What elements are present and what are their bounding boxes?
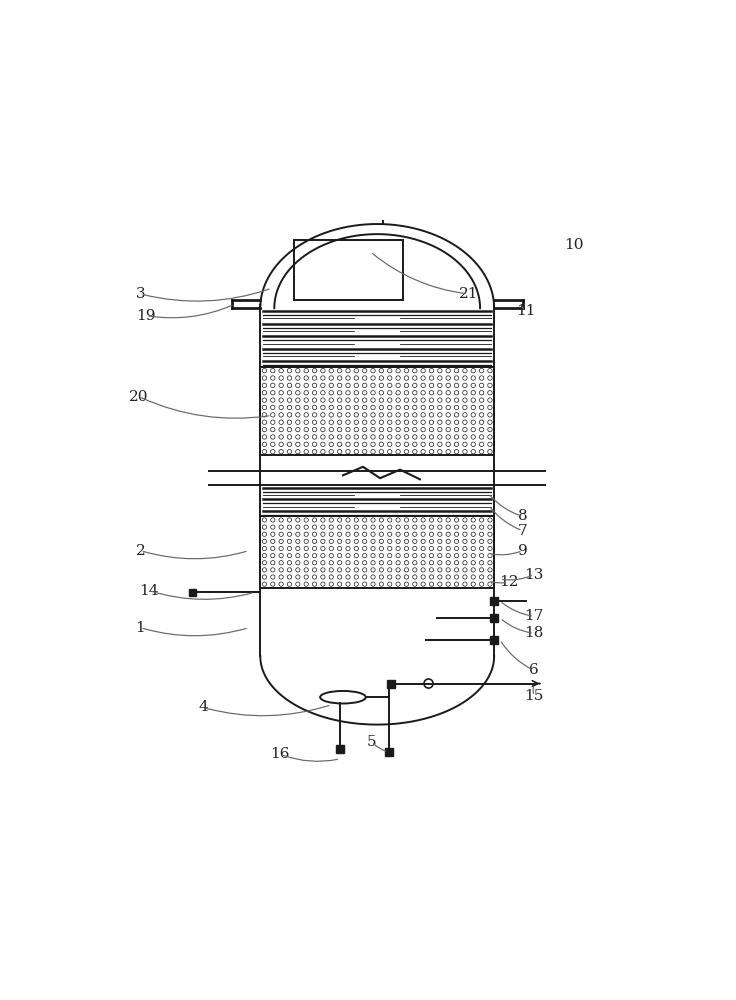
Text: 13: 13 bbox=[524, 568, 544, 582]
Bar bbox=[387, 680, 395, 688]
Bar bbox=[450, 196, 464, 209]
Bar bbox=[294, 240, 403, 300]
Text: 18: 18 bbox=[524, 626, 544, 640]
Text: 4: 4 bbox=[199, 700, 208, 714]
Text: 20: 20 bbox=[129, 390, 149, 404]
Text: 8: 8 bbox=[518, 509, 528, 523]
Text: 9: 9 bbox=[518, 544, 528, 558]
Text: 19: 19 bbox=[136, 309, 156, 323]
Text: 12: 12 bbox=[499, 575, 518, 589]
Text: 5: 5 bbox=[367, 735, 376, 749]
Text: 10: 10 bbox=[565, 238, 584, 252]
Bar bbox=[490, 597, 498, 605]
Text: 3: 3 bbox=[135, 287, 145, 301]
Text: 11: 11 bbox=[516, 304, 535, 318]
Bar bbox=[490, 614, 498, 622]
Text: 17: 17 bbox=[524, 609, 544, 623]
Bar bbox=[189, 589, 197, 596]
Bar bbox=[385, 748, 392, 756]
Text: 21: 21 bbox=[459, 287, 478, 301]
Text: 15: 15 bbox=[524, 689, 544, 703]
Bar bbox=[336, 745, 344, 753]
Bar bbox=[490, 636, 498, 644]
Text: 14: 14 bbox=[139, 584, 159, 598]
Bar bbox=[261, 516, 494, 588]
Text: 2: 2 bbox=[135, 544, 145, 558]
Bar bbox=[261, 367, 494, 455]
Text: 1: 1 bbox=[135, 621, 145, 635]
Text: 16: 16 bbox=[271, 747, 290, 761]
Text: 7: 7 bbox=[518, 524, 528, 538]
Text: 6: 6 bbox=[529, 663, 539, 677]
